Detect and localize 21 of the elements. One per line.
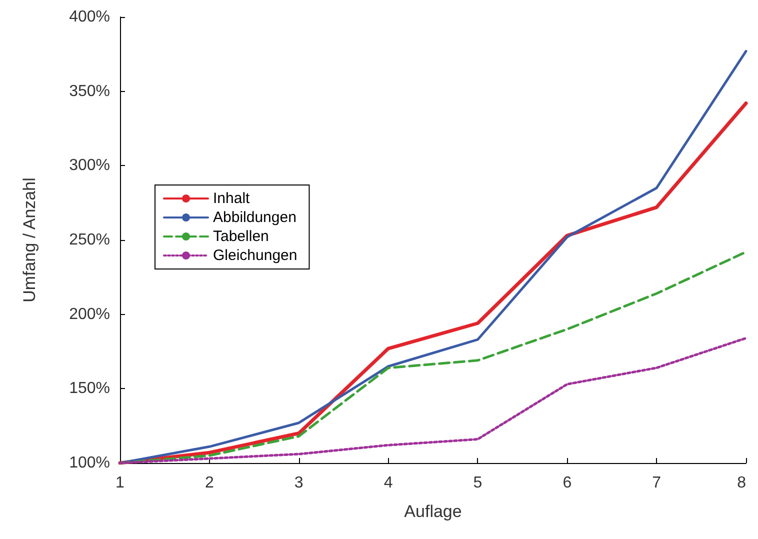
legend-label: Gleichungen xyxy=(213,247,298,264)
x-tick-label: 1 xyxy=(116,474,125,492)
x-tick-label: 7 xyxy=(652,474,662,492)
y-axis-title: Umfang / Anzahl xyxy=(20,178,39,302)
x-tick-label: 3 xyxy=(294,474,304,492)
y-tick-label: 300% xyxy=(69,157,110,174)
y-tick-label: 100% xyxy=(69,454,110,472)
x-tick-label: 5 xyxy=(473,474,482,492)
x-tick-label: 2 xyxy=(204,474,214,492)
x-axis-title: Auflage xyxy=(404,502,462,521)
y-tick-label: 350% xyxy=(69,82,110,100)
legend-label: Abbildungen xyxy=(213,209,296,226)
y-tick-label: 400% xyxy=(69,8,110,26)
legend-label: Inhalt xyxy=(213,190,251,207)
y-tick-label: 150% xyxy=(69,380,110,398)
x-tick-label: 6 xyxy=(562,474,572,492)
legend-label: Tabellen xyxy=(213,228,269,245)
y-tick-label: 250% xyxy=(69,232,110,248)
x-tick-label: 8 xyxy=(737,474,746,492)
x-tick-label: 4 xyxy=(384,474,393,492)
y-tick-label: 200% xyxy=(69,306,110,323)
